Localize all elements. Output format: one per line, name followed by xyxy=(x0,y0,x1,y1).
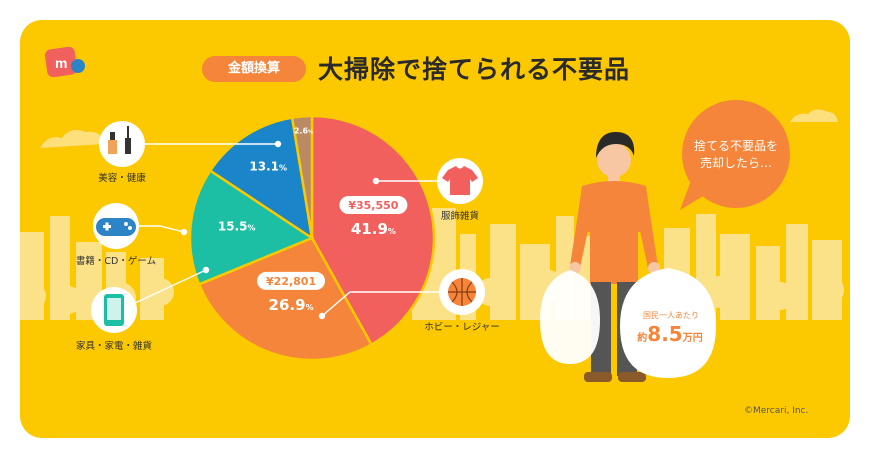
pie-value-label-3: 13.1% xyxy=(249,159,287,173)
pie-slice-3 xyxy=(208,116,314,241)
copyright-credit: ©Mercari, Inc. xyxy=(744,406,809,416)
garbage-bag-right xyxy=(620,268,716,378)
speech-bubble-line-1: 捨てる不要品を xyxy=(693,139,778,153)
approx-label: 約 xyxy=(637,333,648,344)
mercari-logo-icon: m xyxy=(44,46,85,78)
pie-amount-label-1: ¥22,801 xyxy=(257,271,326,290)
smartphone-icon xyxy=(104,294,124,326)
pie-amount-label-0: ¥35,550 xyxy=(339,196,408,215)
category-label-furniture: 家具・家電・雑貨 xyxy=(75,341,152,352)
pie-value-label-4: 2.6% xyxy=(294,126,313,135)
garbage-bag-left xyxy=(540,270,600,364)
tshirt-icon xyxy=(442,166,478,195)
per-person-note: 国民一人あたり xyxy=(643,311,699,320)
cloud-right xyxy=(790,109,838,122)
game-controller-icon xyxy=(96,218,136,236)
category-label-beauty: 美容・健康 xyxy=(98,173,146,184)
category-label-hobby: ホビー・レジャー xyxy=(424,322,500,333)
pie-slice-0 xyxy=(310,114,436,347)
pie-chart xyxy=(188,114,436,362)
speech-bubble-line-2: 売却したら… xyxy=(699,156,772,170)
svg-text:m: m xyxy=(55,55,67,71)
svg-text:¥35,550: ¥35,550 xyxy=(348,199,398,212)
amount-value: 8.5 xyxy=(647,322,683,346)
pie-value-label-0: 41.9% xyxy=(351,220,396,238)
pie-slice-4 xyxy=(290,114,314,239)
pie-unit-label-0: % xyxy=(388,227,396,236)
basketball-icon xyxy=(448,278,476,306)
pie-value-label-2: 15.5% xyxy=(218,220,256,234)
infographic-card: m ¥35,550 41.9% ¥22,801 26.9% 15.5% 13.1% 2.6% xyxy=(20,20,850,438)
pie-unit-label-2: % xyxy=(248,224,256,233)
pie-unit-label-1: % xyxy=(306,303,314,312)
background-scene: m ¥35,550 41.9% ¥22,801 26.9% 15.5% 13.1% 2.6% xyxy=(20,46,844,382)
pie-value-label-1: 26.9% xyxy=(269,296,314,314)
mascara-lipstick-icon xyxy=(108,126,131,154)
pie-slice-1 xyxy=(197,236,374,362)
speech-bubble-text: 捨てる不要品を 売却したら… xyxy=(672,138,800,172)
category-label-books: 書籍・CD・ゲーム xyxy=(75,256,157,267)
per-person-amount: 約8.5万円 xyxy=(620,322,720,346)
amount-badge: 金額換算 xyxy=(202,56,306,82)
speech-bubble xyxy=(680,100,790,210)
category-label-clothing: 服飾雑貨 xyxy=(440,211,479,222)
pie-unit-label-3: % xyxy=(279,163,287,172)
person-figure xyxy=(540,132,716,382)
pie-slice-2 xyxy=(188,168,315,286)
cloud-left xyxy=(40,130,104,148)
pie-labels: ¥35,550 41.9% ¥22,801 26.9% 15.5% 13.1% 2.6% xyxy=(218,126,408,314)
svg-text:¥22,801: ¥22,801 xyxy=(266,275,316,288)
city-skyline xyxy=(20,208,844,320)
page-title: 大掃除で捨てられる不要品 xyxy=(318,55,631,84)
amount-unit: 万円 xyxy=(682,333,703,344)
pie-unit-label-4: % xyxy=(308,129,313,135)
